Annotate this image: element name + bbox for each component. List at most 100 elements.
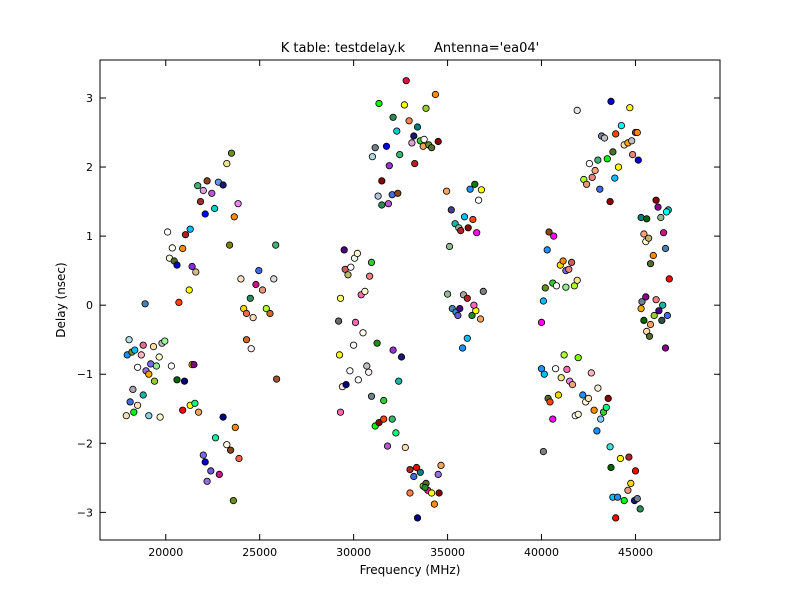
data-point (574, 410, 582, 418)
data-point (539, 297, 548, 305)
data-point (631, 467, 640, 475)
data-point (190, 360, 198, 369)
data-point (141, 300, 149, 308)
data-point (392, 429, 400, 437)
y-tick-label: −2 (77, 437, 93, 450)
data-point (658, 316, 666, 324)
data-point (469, 215, 477, 224)
data-point (582, 180, 591, 188)
data-point (199, 186, 207, 195)
data-point (549, 415, 557, 423)
data-point (196, 198, 205, 206)
data-point (609, 148, 617, 156)
data-point (402, 77, 410, 85)
data-point (537, 318, 546, 326)
data-point (365, 368, 373, 376)
data-point (570, 282, 579, 290)
data-points (122, 77, 673, 522)
data-point (375, 99, 383, 108)
data-point (445, 242, 454, 251)
data-point (380, 415, 388, 423)
data-point (354, 376, 362, 384)
data-point (626, 104, 634, 112)
data-point (203, 477, 211, 485)
data-point (613, 493, 622, 501)
data-point (173, 261, 181, 269)
data-point (371, 144, 379, 152)
data-point (270, 275, 278, 283)
data-point (579, 391, 587, 399)
data-point (367, 258, 376, 266)
data-point (408, 139, 416, 147)
data-point (227, 446, 235, 454)
data-point (378, 201, 386, 209)
data-point (365, 272, 374, 280)
data-point (463, 334, 471, 342)
data-point (383, 442, 392, 450)
data-point (230, 213, 238, 221)
data-point (416, 468, 424, 476)
chart-title: K table: testdelay.k Antenna='ea04' (281, 41, 540, 56)
data-point (215, 470, 223, 478)
data-point (627, 479, 635, 487)
data-point (468, 311, 476, 320)
data-point (185, 286, 193, 294)
data-point (258, 286, 267, 294)
data-point (395, 377, 403, 385)
data-point (552, 282, 561, 290)
data-point (633, 494, 641, 503)
data-point (363, 362, 371, 370)
data-point (457, 227, 465, 235)
data-point (661, 244, 670, 253)
data-point (559, 257, 567, 265)
data-point (226, 241, 234, 249)
data-point (137, 351, 145, 359)
data-point (349, 341, 358, 349)
data-point (380, 396, 388, 405)
data-point (456, 304, 464, 313)
data-point (385, 162, 393, 170)
data-point (134, 363, 142, 371)
x-tick-label: 40000 (524, 546, 559, 559)
data-point (173, 376, 181, 384)
data-point (612, 514, 620, 522)
data-point (659, 229, 668, 237)
data-point (336, 294, 345, 302)
data-point (255, 266, 263, 275)
data-point (573, 106, 581, 115)
plot-frame (99, 59, 721, 541)
data-point (180, 377, 189, 385)
data-point (361, 287, 369, 295)
data-point (351, 318, 360, 326)
data-point (223, 160, 231, 168)
data-point (342, 380, 350, 389)
data-point (562, 283, 570, 291)
data-point (655, 307, 663, 315)
data-point (588, 173, 596, 181)
data-point (368, 153, 376, 161)
data-point (568, 380, 577, 389)
data-point (662, 208, 671, 216)
y-axis-title: Delay (nsec) (54, 262, 68, 337)
data-point (642, 293, 650, 301)
data-point (168, 244, 176, 252)
data-point (242, 336, 251, 344)
data-point (145, 370, 153, 378)
data-point (405, 117, 413, 125)
data-point (410, 132, 418, 140)
y-tick-label: 1 (86, 230, 93, 243)
data-point (646, 320, 655, 329)
data-point (643, 215, 651, 223)
data-point (353, 249, 361, 257)
data-point (652, 196, 660, 204)
data-point (604, 394, 612, 402)
data-point (346, 367, 354, 375)
data-point (422, 104, 430, 112)
data-point (413, 123, 422, 131)
data-point (606, 443, 614, 451)
data-point (201, 458, 209, 466)
data-point (167, 362, 175, 370)
data-point (447, 206, 455, 214)
data-point (466, 185, 474, 193)
data-point (602, 403, 610, 411)
